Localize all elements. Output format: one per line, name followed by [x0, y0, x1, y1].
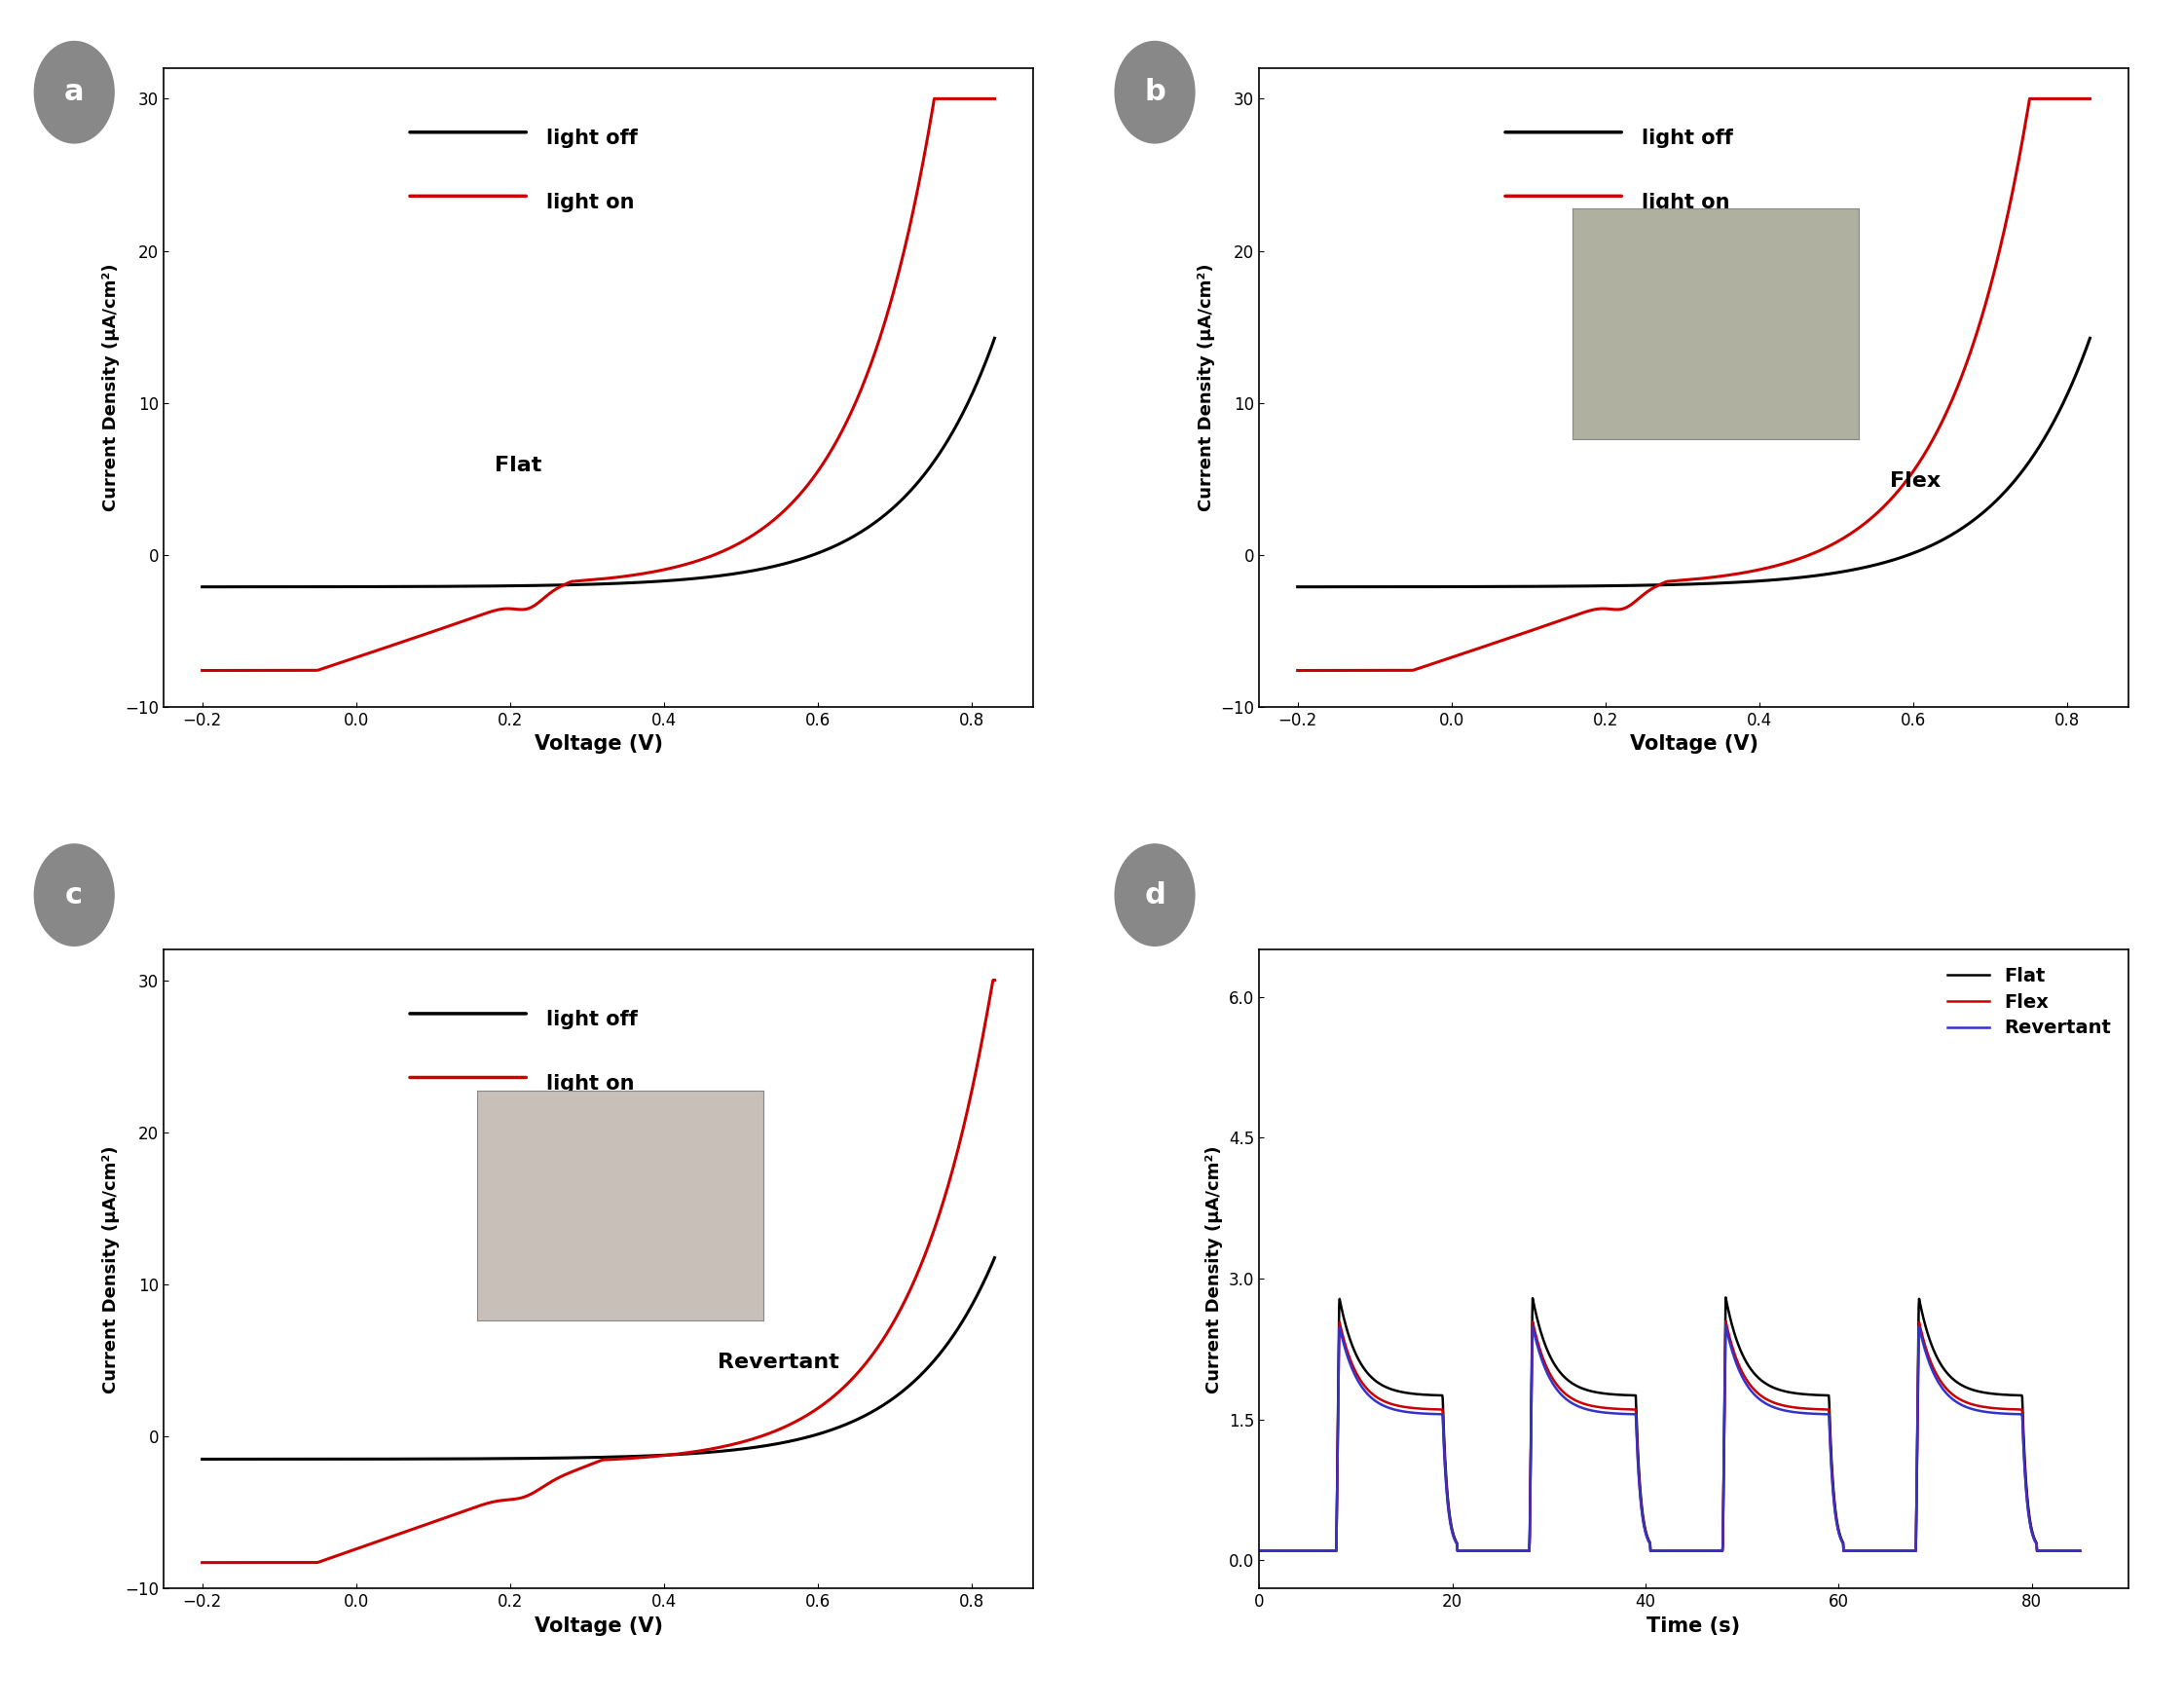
- Text: d: d: [1144, 881, 1166, 909]
- Flex: [2067, 1541, 2093, 1561]
- Flat: [1646, 1541, 1672, 1561]
- Text: a: a: [63, 79, 85, 106]
- Y-axis label: Current Density (μA/cm²): Current Density (μA/cm²): [1205, 1144, 1222, 1394]
- Circle shape: [1116, 844, 1194, 946]
- Line: Flat: Flat: [1260, 1298, 2080, 1551]
- Revertant: [2043, 1541, 2069, 1561]
- X-axis label: Voltage (V): Voltage (V): [535, 1616, 664, 1636]
- Flex: [2043, 1541, 2069, 1561]
- Text: c: c: [65, 881, 83, 909]
- Flex: [1288, 1541, 1314, 1561]
- Flat: [1893, 1541, 1919, 1561]
- Flex: [1714, 1310, 1740, 1331]
- X-axis label: Time (s): Time (s): [1646, 1616, 1740, 1636]
- Revertant: [1893, 1541, 1919, 1561]
- Revertant: [2043, 1541, 2069, 1561]
- Revertant: [1246, 1541, 1273, 1561]
- Flex: [1624, 1419, 1650, 1440]
- Flex: [1646, 1541, 1672, 1561]
- Text: light off: light off: [546, 128, 637, 149]
- Flat: [1714, 1288, 1740, 1308]
- Y-axis label: Current Density (μA/cm²): Current Density (μA/cm²): [103, 1144, 120, 1394]
- Flat: [2043, 1541, 2069, 1561]
- Text: Revertant: Revertant: [718, 1353, 838, 1372]
- Line: Revertant: Revertant: [1260, 1325, 2080, 1551]
- Y-axis label: Current Density (μA/cm²): Current Density (μA/cm²): [103, 263, 120, 512]
- Circle shape: [1116, 41, 1194, 143]
- Revertant: [1646, 1541, 1672, 1561]
- Text: Flat: Flat: [496, 456, 541, 475]
- Flat: [1246, 1541, 1273, 1561]
- X-axis label: Voltage (V): Voltage (V): [535, 734, 664, 755]
- Flex: [2043, 1541, 2069, 1561]
- Circle shape: [35, 41, 114, 143]
- Text: light off: light off: [546, 1009, 637, 1030]
- Flat: [2043, 1541, 2069, 1561]
- Y-axis label: Current Density (μA/cm²): Current Density (μA/cm²): [1196, 263, 1216, 512]
- X-axis label: Voltage (V): Voltage (V): [1629, 734, 1757, 755]
- Revertant: [1288, 1541, 1314, 1561]
- Text: light on: light on: [1642, 193, 1729, 212]
- Flex: [1246, 1541, 1273, 1561]
- Revertant: [1624, 1424, 1650, 1445]
- Text: light on: light on: [546, 1074, 635, 1093]
- Flex: [1893, 1541, 1919, 1561]
- Text: b: b: [1144, 79, 1166, 106]
- Line: Flex: Flex: [1260, 1320, 2080, 1551]
- Text: light on: light on: [546, 193, 635, 212]
- Flat: [1288, 1541, 1314, 1561]
- Revertant: [2067, 1541, 2093, 1561]
- Revertant: [1714, 1315, 1740, 1336]
- Flat: [2067, 1541, 2093, 1561]
- Flat: [1624, 1407, 1650, 1428]
- Text: Flex: Flex: [1890, 471, 1941, 490]
- Legend: Flat, Flex, Revertant: Flat, Flex, Revertant: [1941, 960, 2120, 1045]
- Text: light off: light off: [1642, 128, 1733, 149]
- Circle shape: [35, 844, 114, 946]
